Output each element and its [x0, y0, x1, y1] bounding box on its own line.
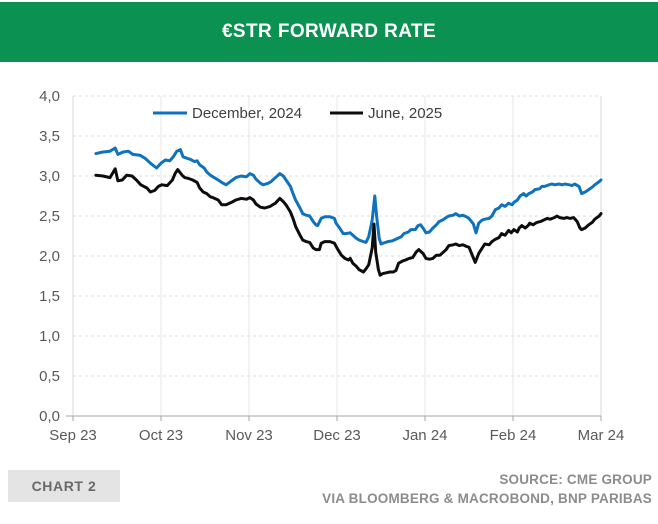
legend-label: December, 2024 — [192, 105, 302, 122]
y-tick-label: 2,5 — [39, 208, 60, 225]
x-tick-label: Nov 23 — [225, 427, 273, 444]
chart-number-label: CHART 2 — [31, 478, 97, 494]
y-tick-label: 1,5 — [39, 288, 60, 305]
page-title: €STR FORWARD RATE — [221, 21, 437, 42]
source-line-2: VIA BLOOMBERG & MACROBOND, BNP PARIBAS — [322, 491, 652, 506]
y-tick-label: 0,0 — [39, 408, 60, 425]
source-attribution: SOURCE: CME GROUP VIA BLOOMBERG & MACROB… — [322, 470, 652, 508]
x-tick-label: Mar 24 — [578, 427, 625, 444]
chart-title-bar: €STR FORWARD RATE — [0, 2, 658, 62]
chart-number-badge: CHART 2 — [8, 470, 120, 502]
x-tick-label: Dec 23 — [313, 427, 361, 444]
series-line-december-2024 — [94, 146, 603, 246]
y-tick-label: 3,0 — [39, 168, 60, 185]
source-line-1: SOURCE: CME GROUP — [499, 472, 652, 487]
series-line-june-2025 — [94, 167, 603, 277]
y-tick-label: 1,0 — [39, 328, 60, 345]
x-tick-label: Oct 23 — [139, 427, 183, 444]
legend-label: June, 2025 — [368, 105, 442, 122]
y-tick-label: 2,0 — [39, 248, 60, 265]
x-tick-label: Feb 24 — [490, 427, 537, 444]
x-tick-label: Sep 23 — [49, 427, 97, 444]
y-tick-label: 0,5 — [39, 368, 60, 385]
y-tick-label: 4,0 — [39, 88, 60, 105]
x-tick-label: Jan 24 — [402, 427, 447, 444]
y-tick-label: 3,5 — [39, 128, 60, 145]
